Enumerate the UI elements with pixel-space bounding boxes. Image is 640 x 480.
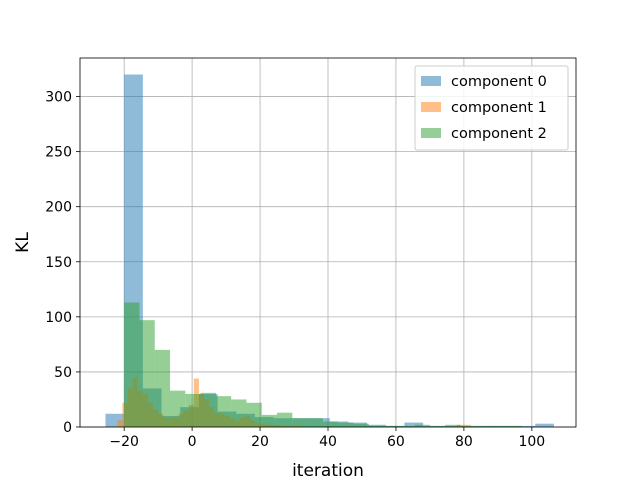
legend-swatch <box>421 128 441 138</box>
histogram-bar <box>491 425 507 427</box>
x-tick-label: 80 <box>455 434 473 450</box>
histogram-bar <box>404 422 424 427</box>
histogram-bar <box>516 425 536 427</box>
histogram-bar <box>475 425 492 427</box>
histogram-bar <box>185 393 201 427</box>
y-tick-label: 250 <box>45 145 72 161</box>
ticks: −20 0 20 40 60 80 100 0 50 100 150 200 250 300 <box>45 90 545 450</box>
histogram-bar <box>117 420 123 427</box>
histogram-bar <box>154 349 171 427</box>
histogram-bar <box>384 425 400 427</box>
histogram-bar <box>338 422 354 427</box>
histogram-bar <box>231 399 247 427</box>
histogram-bar <box>261 414 278 427</box>
x-tick-label: 20 <box>251 434 269 450</box>
y-tick-label: 300 <box>45 90 72 106</box>
legend-swatch <box>421 76 441 86</box>
histogram-bar <box>445 424 461 427</box>
y-tick-label: 50 <box>54 365 72 381</box>
bars <box>105 74 554 427</box>
histogram-bar <box>414 424 430 427</box>
y-tick-label: 0 <box>63 420 72 436</box>
histogram-bar <box>506 425 522 427</box>
histogram-bar <box>353 423 369 427</box>
histogram-bar <box>535 423 554 427</box>
legend: component 0 component 1 component 2 <box>414 65 569 151</box>
x-tick-label: −20 <box>109 434 139 450</box>
histogram-bar <box>307 418 323 427</box>
histogram-bar <box>277 412 293 427</box>
y-tick-label: 100 <box>45 310 72 326</box>
x-tick-label: 100 <box>518 434 545 450</box>
histogram-bar <box>200 392 216 427</box>
histogram-bar <box>139 320 155 427</box>
histogram-bar <box>292 418 308 427</box>
histogram-bar <box>246 402 262 427</box>
y-tick-label: 200 <box>45 200 72 216</box>
histogram-bar <box>215 396 232 427</box>
legend-label: component 2 <box>451 126 547 142</box>
legend-box <box>414 65 569 151</box>
x-tick-label: 60 <box>387 434 405 450</box>
histogram-bar <box>124 302 140 427</box>
histogram-bar <box>460 425 476 427</box>
x-tick-label: 40 <box>319 434 337 450</box>
histogram-bar <box>429 425 446 427</box>
legend-label: component 1 <box>451 100 547 116</box>
histogram-bar <box>368 425 385 427</box>
series-2 <box>124 302 522 427</box>
histogram-bar <box>399 425 415 427</box>
legend-label: component 0 <box>451 74 547 90</box>
y-tick-label: 150 <box>45 255 72 271</box>
legend-swatch <box>421 102 441 112</box>
x-tick-label: 0 <box>188 434 197 450</box>
histogram-bar <box>170 390 186 427</box>
histogram-bar <box>322 421 339 427</box>
x-axis-title: iteration <box>292 461 364 480</box>
y-axis-title: KL <box>13 232 33 253</box>
